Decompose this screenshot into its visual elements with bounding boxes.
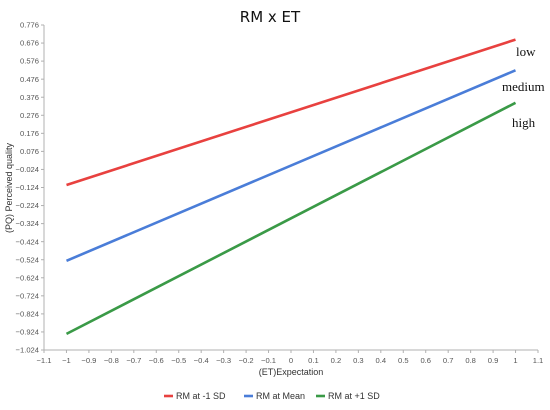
y-tick-label: 0.676 xyxy=(20,39,39,48)
legend-item-rm-low: RM at -1 SD xyxy=(164,391,226,401)
legend-label: RM at +1 SD xyxy=(328,391,380,401)
y-tick-label: 0.576 xyxy=(20,57,39,66)
y-tick-label: 0.476 xyxy=(20,75,39,84)
series-lines xyxy=(65,38,517,336)
y-tick-label: 0.276 xyxy=(20,111,39,120)
x-tick-label: 0.8 xyxy=(465,356,476,365)
y-axis-title: (PQ) Perceived quality xyxy=(4,142,14,233)
x-tick-label: 1 xyxy=(513,356,517,365)
y-tick-label: 0.176 xyxy=(20,129,39,138)
y-tick-label: −0.324 xyxy=(16,219,39,228)
y-tick-label: −0.524 xyxy=(16,255,39,264)
x-tick-label: −0.4 xyxy=(194,356,209,365)
x-tick-label: 0.1 xyxy=(308,356,319,365)
x-tick-label: 0.4 xyxy=(376,356,387,365)
x-tick-label: −0.9 xyxy=(81,356,96,365)
x-tick-label: −0.7 xyxy=(126,356,141,365)
annotation-high: high xyxy=(512,115,536,130)
x-tick-label: 1.1 xyxy=(533,356,544,365)
y-tick-label: 0.376 xyxy=(20,93,39,102)
y-axis: 0.776 0.676 0.576 0.476 0.376 0.276 0.176 0.076… xyxy=(16,21,45,355)
y-tick-label: −0.724 xyxy=(16,291,39,300)
x-tick-label: −0.6 xyxy=(149,356,164,365)
x-axis: −1.1 −1 −0.9 −0.8 −0.7 −0.6 −0.5 −0.4 −0.3 −0.2 −0… xyxy=(37,349,544,365)
y-tick-label: −0.124 xyxy=(16,183,39,192)
x-tick-label: −0.1 xyxy=(261,356,276,365)
x-tick-label: −0.2 xyxy=(239,356,254,365)
y-tick-label: −1.024 xyxy=(16,346,39,355)
legend-item-rm-high: RM at +1 SD xyxy=(316,391,380,401)
series-line-rm-high xyxy=(65,101,517,336)
series-line-rm-low xyxy=(66,38,516,187)
y-tick-label: −0.424 xyxy=(16,237,39,246)
x-tick-label: 0.5 xyxy=(398,356,409,365)
y-tick-label: −0.224 xyxy=(16,201,39,210)
x-tick-label: −1.1 xyxy=(37,356,52,365)
annotation-low: low xyxy=(516,44,536,59)
legend-label: RM at Mean xyxy=(256,391,305,401)
x-tick-label: 0.9 xyxy=(488,356,499,365)
legend: RM at -1 SD RM at Mean RM at +1 SD xyxy=(164,391,380,401)
y-tick-label: −0.024 xyxy=(16,165,39,174)
x-tick-label: −0.5 xyxy=(171,356,186,365)
x-tick-label: 0.2 xyxy=(331,356,342,365)
x-tick-label: 0.6 xyxy=(420,356,431,365)
chart-title: RM x ET xyxy=(240,8,301,26)
x-tick-label: 0 xyxy=(289,356,293,365)
y-tick-label: −0.924 xyxy=(16,328,39,337)
y-tick-label: 0.076 xyxy=(20,147,39,156)
x-axis-title: (ET)Expectation xyxy=(259,367,324,377)
x-tick-label: 0.7 xyxy=(443,356,454,365)
y-tick-label: 0.776 xyxy=(20,21,39,30)
legend-item-rm-mean: RM at Mean xyxy=(244,391,305,401)
y-tick-label: −0.624 xyxy=(16,273,39,282)
x-tick-label: −0.3 xyxy=(216,356,231,365)
y-tick-label: −0.824 xyxy=(16,309,39,318)
annotation-medium: medium xyxy=(502,79,545,94)
x-tick-label: −0.8 xyxy=(104,356,119,365)
series-line-rm-mean xyxy=(65,69,517,262)
x-tick-label: −1 xyxy=(62,356,71,365)
legend-label: RM at -1 SD xyxy=(176,391,226,401)
x-tick-label: 0.3 xyxy=(353,356,364,365)
